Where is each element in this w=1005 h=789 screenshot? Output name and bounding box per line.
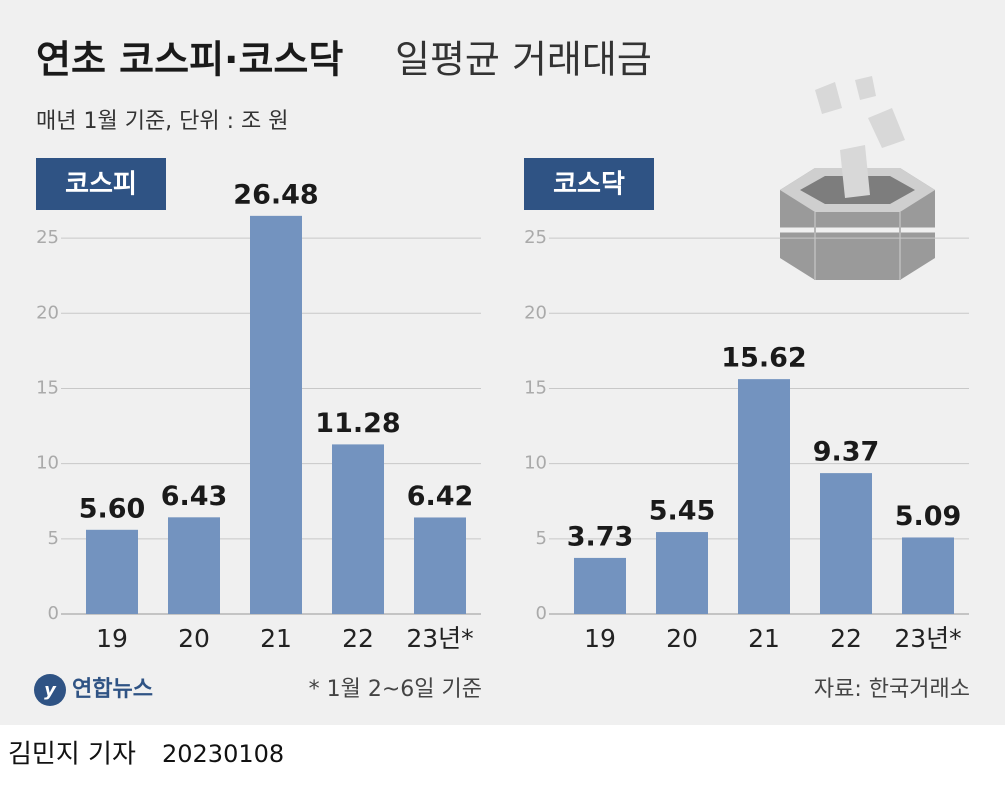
value-label: 5.45 bbox=[649, 496, 716, 527]
value-label: 11.28 bbox=[315, 408, 400, 439]
bar bbox=[738, 379, 790, 614]
chart-title-box bbox=[524, 158, 654, 210]
footnote: * 1월 2~6일 기준 bbox=[309, 677, 482, 702]
bar bbox=[414, 517, 466, 614]
x-tick-label: 20 bbox=[178, 624, 210, 653]
y-tick-label: 20 bbox=[36, 302, 59, 323]
title-light: 일평균 거래대금 bbox=[395, 38, 652, 82]
x-tick-label: 21 bbox=[260, 624, 292, 653]
value-label: 15.62 bbox=[721, 343, 806, 374]
y-tick-label: 20 bbox=[524, 302, 547, 323]
x-tick-label: 23년* bbox=[894, 624, 961, 653]
svg-text:y: y bbox=[44, 680, 57, 701]
bar bbox=[656, 532, 708, 614]
chart-title-box bbox=[36, 158, 166, 210]
x-tick-label: 19 bbox=[584, 624, 616, 653]
logo: y 연합뉴스 bbox=[34, 674, 153, 706]
subtitle: 매년 1월 기준, 단위 : 조 원 bbox=[36, 109, 289, 134]
title-bold: 연초 코스피·코스닥 bbox=[36, 38, 343, 82]
footer-background bbox=[0, 725, 1005, 785]
bar bbox=[902, 537, 954, 614]
decoration bbox=[780, 76, 935, 280]
y-tick-label: 25 bbox=[36, 227, 59, 248]
x-tick-label: 21 bbox=[748, 624, 780, 653]
y-tick-label: 0 bbox=[48, 603, 59, 624]
y-tick-label: 10 bbox=[524, 453, 547, 474]
y-tick-label: 15 bbox=[524, 377, 547, 398]
value-label: 6.43 bbox=[161, 481, 228, 512]
date: 20230108 bbox=[162, 740, 284, 768]
x-tick-label: 19 bbox=[96, 624, 128, 653]
bar bbox=[250, 215, 302, 614]
value-label: 26.48 bbox=[233, 179, 318, 210]
bar bbox=[820, 473, 872, 614]
value-label: 3.73 bbox=[567, 521, 634, 552]
y-tick-label: 0 bbox=[536, 603, 547, 624]
x-tick-label: 20 bbox=[666, 624, 698, 653]
byline: 김민지 기자 bbox=[8, 740, 136, 770]
y-tick-label: 25 bbox=[524, 227, 547, 248]
y-tick-label: 15 bbox=[36, 377, 59, 398]
x-tick-label: 22 bbox=[342, 624, 374, 653]
value-label: 9.37 bbox=[813, 437, 880, 468]
bar bbox=[574, 557, 626, 614]
source: 자료: 한국거래소 bbox=[814, 677, 970, 702]
y-tick-label: 10 bbox=[36, 453, 59, 474]
y-tick-label: 5 bbox=[536, 528, 547, 549]
logo-text: 연합뉴스 bbox=[72, 676, 153, 702]
value-label: 6.42 bbox=[407, 481, 474, 512]
chart-title: 코스닥 bbox=[553, 170, 625, 200]
x-tick-label: 22 bbox=[830, 624, 862, 653]
x-tick-label: 23년* bbox=[406, 624, 473, 653]
bar bbox=[332, 444, 384, 614]
bar bbox=[168, 517, 220, 614]
bar bbox=[86, 529, 138, 614]
y-tick-label: 5 bbox=[48, 528, 59, 549]
value-label: 5.60 bbox=[79, 493, 146, 524]
value-label: 5.09 bbox=[895, 501, 962, 532]
chart-title: 코스피 bbox=[65, 170, 137, 200]
